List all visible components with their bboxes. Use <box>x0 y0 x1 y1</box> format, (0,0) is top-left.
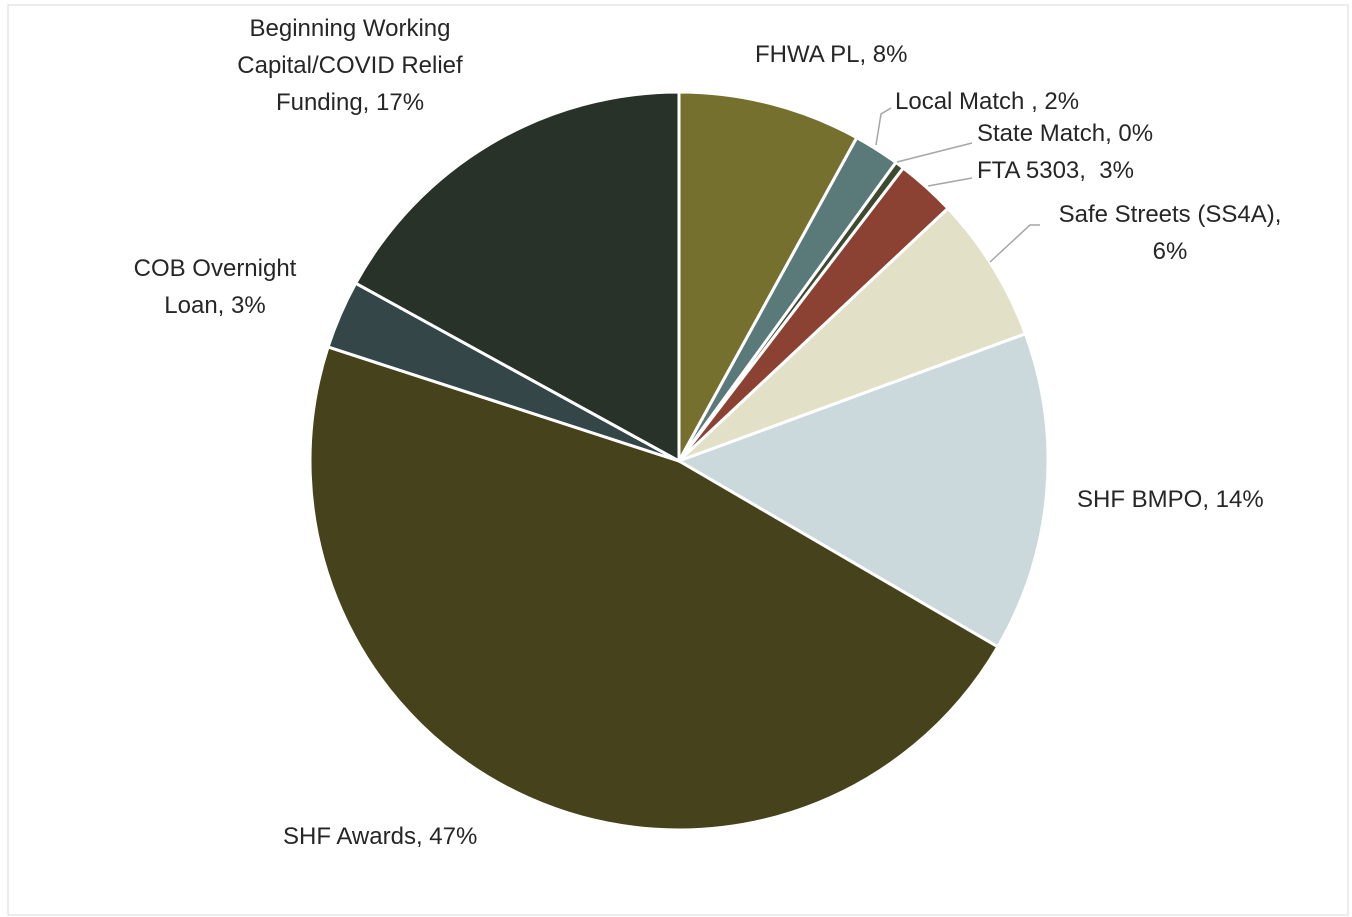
chart-frame <box>7 4 1349 916</box>
pie-slice <box>675 331 1050 649</box>
data-label: SHF Awards, 47% <box>283 823 478 850</box>
leader-line <box>896 142 973 163</box>
data-label: COB Overnight Loan, 3% <box>133 255 297 319</box>
pie-slice <box>677 90 859 462</box>
leader-line <box>989 224 1040 263</box>
data-label: Local Match , 2% <box>895 88 1080 115</box>
data-label: State Match, 0% <box>977 120 1154 147</box>
data-label: FHWA PL, 8% <box>755 41 908 68</box>
data-label: Beginning Working Capital/COVID Relief F… <box>237 15 463 116</box>
data-label: SHF BMPO, 14% <box>1077 486 1264 513</box>
pie-slice <box>308 345 1000 832</box>
pie-slice <box>677 206 1028 463</box>
pie-slice <box>353 90 681 464</box>
leader-line <box>875 107 892 146</box>
data-label: Safe Streets (SS4A), 6% <box>1058 201 1282 265</box>
leader-line <box>927 177 973 187</box>
data-label: FTA 5303, 3% <box>977 157 1134 184</box>
